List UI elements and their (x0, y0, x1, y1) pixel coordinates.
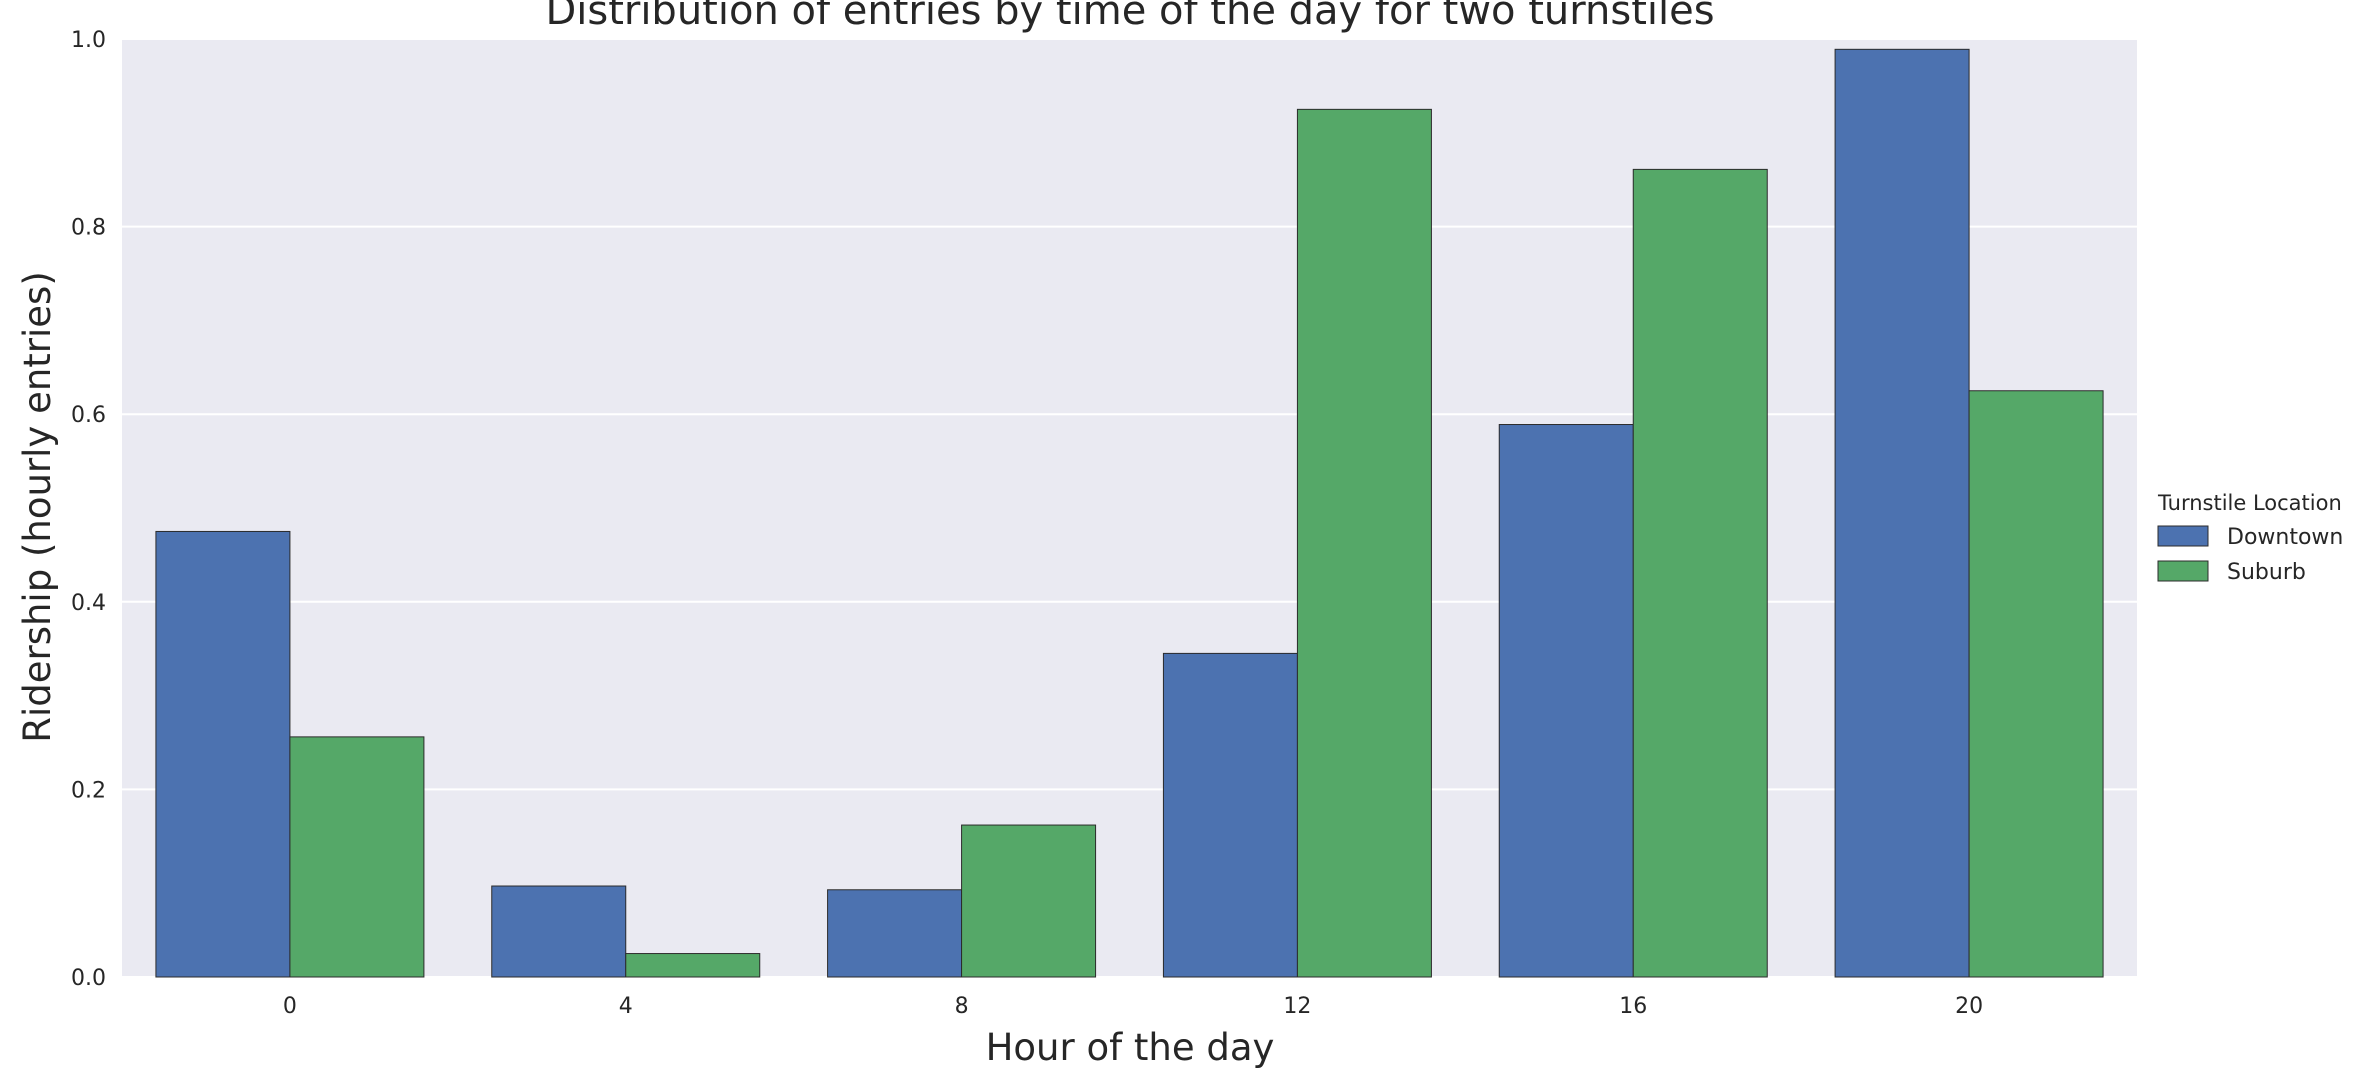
bar-suburb-0 (289, 736, 425, 978)
y-tick-label: 1.0 (71, 28, 106, 53)
x-tick-label: 12 (1283, 994, 1311, 1019)
bar-downtown-20 (1834, 48, 1970, 978)
x-axis-ticks: 0 4 8 12 16 20 (283, 994, 1983, 1019)
x-tick-label: 4 (619, 994, 633, 1019)
legend-swatch-suburb (2157, 560, 2209, 582)
bar-downtown-4 (491, 885, 627, 978)
bar-downtown-0 (155, 530, 291, 978)
chart-title: Distribution of entries by time of the d… (545, 0, 1714, 34)
y-tick-label: 0.4 (71, 591, 106, 616)
grid-lines (122, 38, 2137, 978)
bar-suburb-20 (1968, 390, 2104, 978)
legend-label-downtown: Downtown (2227, 525, 2343, 550)
bar-downtown-8 (827, 889, 963, 978)
bars (155, 48, 2104, 978)
y-tick-label: 0.8 (71, 216, 106, 241)
y-axis-ticks: 0.0 0.2 0.4 0.6 0.8 1.0 (71, 28, 106, 991)
y-axis-label: Ridership (hourly entries) (16, 271, 59, 743)
y-tick-label: 0.0 (71, 966, 106, 991)
legend-label-suburb: Suburb (2227, 560, 2306, 585)
x-tick-label: 20 (1955, 994, 1983, 1019)
bar-suburb-4 (625, 953, 761, 978)
plot-area-background (122, 39, 2137, 977)
bar-suburb-12 (1296, 108, 1432, 978)
x-tick-label: 0 (283, 994, 297, 1019)
bar-suburb-16 (1632, 168, 1768, 978)
x-tick-label: 8 (955, 994, 969, 1019)
bar-downtown-12 (1162, 652, 1298, 978)
y-tick-label: 0.2 (71, 778, 106, 803)
x-axis-label: Hour of the day (986, 1026, 1275, 1069)
legend-swatch-downtown (2157, 525, 2209, 547)
legend-title: Turnstile Location (2157, 491, 2342, 515)
x-tick-label: 16 (1619, 994, 1647, 1019)
bar-downtown-16 (1498, 424, 1634, 978)
y-tick-label: 0.6 (71, 403, 106, 428)
legend: Turnstile Location Downtown Suburb (2157, 491, 2343, 585)
bar-suburb-8 (961, 824, 1097, 978)
